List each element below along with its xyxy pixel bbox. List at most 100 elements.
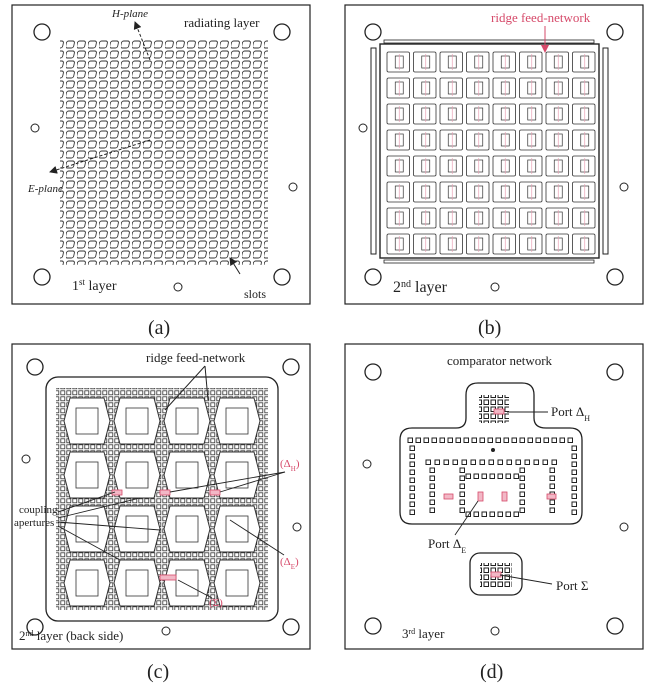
feed-cell: [466, 207, 490, 229]
feed-cell: [113, 559, 161, 607]
feed-cell: [163, 451, 211, 499]
feed-cell: [519, 181, 543, 203]
feed-cell: [466, 103, 490, 125]
mount-hole: [364, 617, 382, 635]
mount-hole: [282, 618, 300, 636]
feed-cell: [213, 451, 261, 499]
feed-cell: [572, 103, 596, 125]
layer-label: 2nd layer: [393, 279, 448, 297]
delta-e-label: (ΔE): [280, 556, 299, 571]
feed-cell: [63, 559, 111, 607]
feed-cell: [413, 77, 437, 99]
caption-d: (d): [480, 661, 503, 683]
feed-cell: [213, 397, 261, 445]
feed-cell: [386, 77, 410, 99]
mount-hole: [273, 23, 291, 41]
feed-cell: [163, 397, 211, 445]
sigma-label: (Σ): [209, 597, 223, 609]
port-aperture: [443, 493, 454, 500]
feed-cell: [413, 155, 437, 177]
coupling-label-2: apertures: [14, 517, 54, 529]
feed-cell: [545, 155, 569, 177]
feed-cell: [439, 129, 463, 151]
feed-cell: [386, 51, 410, 73]
alignment-hole: [358, 123, 368, 133]
side-rail: [602, 47, 609, 255]
feed-cell: [413, 233, 437, 255]
feed-cell: [386, 129, 410, 151]
feed-cell: [439, 233, 463, 255]
feed-cell: [439, 181, 463, 203]
top-rail: [383, 39, 595, 44]
feed-cell: [163, 559, 211, 607]
feed-cell: [492, 129, 516, 151]
panel-d: comparator network Port ΔH Port ΔE Port …: [344, 343, 644, 683]
mount-hole: [33, 268, 51, 286]
feed-cell: [519, 77, 543, 99]
layer-label: 3rd layer: [402, 626, 445, 641]
port-delta-h-aperture: [493, 408, 505, 415]
feed-label: ridge feed-network: [146, 350, 246, 365]
delta-h-label: (ΔH): [280, 458, 300, 473]
mount-hole: [282, 358, 300, 376]
feed-cell: [572, 207, 596, 229]
feed-label: ridge feed-network: [491, 10, 591, 25]
feed-cell: [492, 103, 516, 125]
layer-label: 1st layer: [72, 277, 117, 294]
e-plane-arrow: [49, 139, 151, 174]
side-rail: [370, 47, 377, 255]
feed-cell: [413, 51, 437, 73]
feed-cell: [386, 103, 410, 125]
feed-cell: [63, 505, 111, 553]
slots-arrow: [229, 257, 241, 275]
comparator-vias: [407, 437, 577, 517]
mount-hole: [606, 617, 624, 635]
panel-d-board: [344, 343, 644, 650]
mount-hole: [606, 363, 624, 381]
feed-cells: [386, 51, 596, 255]
feed-cell: [545, 103, 569, 125]
feed-cell: [213, 559, 261, 607]
h-plane-label: H-plane: [111, 8, 148, 20]
slot-array: [60, 40, 268, 265]
mount-hole: [606, 23, 624, 41]
alignment-hole: [362, 459, 372, 469]
feed-cell: [492, 233, 516, 255]
feed-cell: [386, 155, 410, 177]
feed-cell: [466, 155, 490, 177]
feed-cell: [519, 155, 543, 177]
alignment-hole: [21, 454, 31, 464]
port-aperture: [501, 491, 508, 502]
feed-cell: [545, 77, 569, 99]
mount-hole: [33, 23, 51, 41]
feed-cell: [386, 233, 410, 255]
h-plane-arrow: [133, 21, 151, 61]
feed-cell: [439, 155, 463, 177]
feed-cell: [63, 451, 111, 499]
caption-b: (b): [478, 317, 501, 339]
alignment-hole: [173, 282, 183, 292]
feed-cell: [545, 207, 569, 229]
feed-cell: [545, 51, 569, 73]
feed-cell: [572, 51, 596, 73]
feed-cell: [413, 207, 437, 229]
bottom-rail: [383, 259, 595, 264]
e-plane-label: E-plane: [27, 183, 63, 195]
mount-hole: [364, 363, 382, 381]
port-delta-e-aperture: [477, 491, 484, 502]
feed-cells: [63, 397, 261, 607]
feed-cell: [492, 181, 516, 203]
feed-arrow: [164, 365, 206, 411]
feed-cell: [492, 207, 516, 229]
mount-hole: [273, 268, 291, 286]
feed-cell: [113, 451, 161, 499]
feed-cell: [413, 129, 437, 151]
feed-cell: [545, 181, 569, 203]
feed-cell: [492, 77, 516, 99]
mount-hole: [606, 268, 624, 286]
feed-cell: [492, 51, 516, 73]
panel-c: ridge feed-network coupling apertures (Δ…: [11, 343, 311, 683]
feed-cell: [113, 397, 161, 445]
alignment-hole: [288, 182, 298, 192]
